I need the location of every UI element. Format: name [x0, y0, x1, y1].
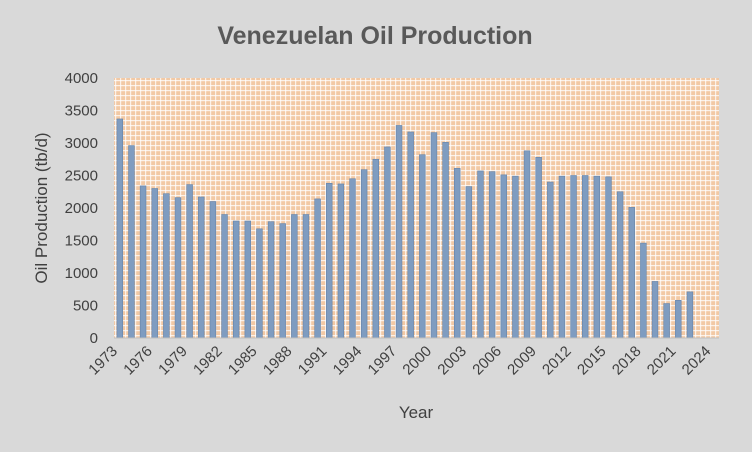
y-tick-label: 500	[73, 298, 98, 315]
x-tick-label: 2000	[400, 343, 436, 379]
x-tick-label: 2024	[679, 343, 715, 379]
bar	[337, 183, 345, 339]
x-tick-label: 1988	[260, 343, 296, 379]
bar	[512, 175, 519, 339]
bar	[442, 142, 449, 339]
y-tick-label: 3500	[65, 103, 98, 120]
bar	[651, 281, 659, 339]
bar	[221, 214, 228, 339]
bar	[430, 132, 438, 339]
bar	[675, 299, 682, 339]
y-axis-ticks: 0 500 1000 1500 2000 2500 3000 3500 4000	[65, 70, 98, 347]
bar	[209, 201, 217, 339]
bar	[314, 198, 321, 339]
bar	[640, 242, 647, 339]
y-tick-label: 0	[90, 330, 98, 347]
bar	[372, 158, 379, 339]
x-tick-label: 2018	[609, 343, 645, 379]
bar	[174, 197, 182, 339]
x-tick-label: 2015	[574, 343, 610, 379]
bar	[523, 150, 531, 339]
bar	[593, 175, 601, 339]
bar	[384, 146, 391, 339]
x-tick-label: 1994	[330, 343, 366, 379]
x-axis-ticks: 1973 1976 1979 1982 1985 1988 1991 1994 1997 2000…	[85, 343, 714, 379]
bar	[477, 170, 484, 339]
bar	[535, 157, 542, 339]
x-tick-label: 1985	[225, 343, 261, 379]
bar	[302, 214, 310, 339]
bar	[581, 175, 589, 339]
bar	[232, 220, 240, 339]
x-tick-label: 1997	[365, 343, 401, 379]
bar	[198, 196, 205, 339]
bar	[663, 303, 670, 339]
bar	[686, 291, 694, 339]
x-tick-label: 1976	[120, 343, 156, 379]
bar	[605, 176, 612, 339]
x-tick-label: 2012	[539, 343, 575, 379]
bar	[488, 171, 496, 339]
x-tick-label: 1982	[190, 343, 226, 379]
bar	[500, 174, 507, 339]
bar	[454, 168, 461, 339]
y-tick-label: 2000	[65, 200, 98, 217]
x-tick-label: 2009	[504, 343, 540, 379]
bar	[151, 188, 158, 339]
bar	[616, 191, 624, 339]
y-tick-label: 1500	[65, 233, 98, 250]
bar	[558, 175, 566, 339]
bar	[326, 183, 333, 339]
x-axis-label: Year	[399, 403, 434, 422]
y-tick-label: 1000	[65, 265, 98, 282]
bar-series	[116, 118, 694, 339]
x-tick-label: 1991	[295, 343, 331, 379]
bar	[407, 131, 414, 339]
bar	[360, 169, 368, 339]
x-tick-label: 1979	[155, 343, 191, 379]
chart-title: Venezuelan Oil Production	[217, 22, 532, 50]
bar	[244, 220, 252, 339]
x-tick-label: 2021	[644, 343, 680, 379]
y-axis-label: Oil Production (tb/d)	[32, 132, 51, 283]
x-tick-label: 2006	[469, 343, 505, 379]
bar	[291, 214, 298, 339]
bar	[628, 207, 635, 339]
bar	[139, 185, 147, 339]
bar	[395, 125, 403, 339]
bar	[465, 186, 473, 339]
bar	[256, 228, 263, 339]
bar	[267, 221, 275, 339]
bar	[570, 175, 577, 339]
bar	[349, 178, 356, 339]
x-tick-label: 2003	[434, 343, 470, 379]
bar	[163, 193, 170, 339]
x-tick-label: 1973	[85, 343, 121, 379]
y-tick-label: 4000	[65, 70, 98, 87]
bar	[279, 223, 286, 339]
bar	[128, 145, 135, 339]
bar	[547, 181, 554, 339]
y-tick-label: 2500	[65, 168, 98, 185]
bar	[186, 184, 193, 339]
bar	[419, 154, 426, 339]
bar	[116, 118, 124, 339]
y-tick-label: 3000	[65, 135, 98, 152]
plot-area	[114, 78, 719, 338]
